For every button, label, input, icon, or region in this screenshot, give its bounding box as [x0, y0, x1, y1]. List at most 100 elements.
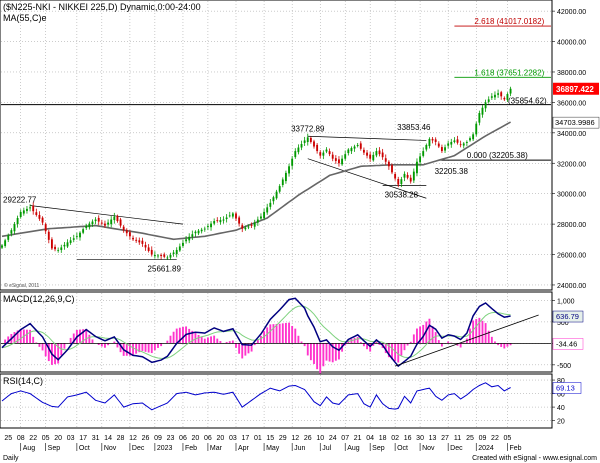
x-day-tick-label: 21 — [354, 435, 362, 442]
histogram-bar — [72, 333, 75, 344]
histogram-bar — [275, 323, 278, 344]
x-day-tick-label: 04 — [366, 435, 374, 442]
candle-body — [166, 257, 169, 259]
candle-body — [122, 226, 125, 231]
histogram-bar — [32, 336, 35, 344]
histogram-bar — [294, 328, 297, 344]
x-day-tick-label: 22 — [491, 435, 499, 442]
candle-body — [369, 154, 372, 159]
candle-body — [150, 249, 153, 255]
x-day-tick-label: 03 — [229, 435, 237, 442]
candle-body — [41, 217, 44, 223]
histogram-bar — [319, 343, 322, 374]
histogram-bar — [188, 328, 191, 344]
price-trendlines — [30, 135, 427, 261]
histogram-bar — [469, 328, 471, 344]
ma-label: MA(55,C)e — [3, 13, 47, 23]
candle-body — [469, 138, 471, 141]
histogram-bar — [297, 335, 300, 344]
candle-body — [350, 148, 353, 152]
x-month-tick-label: Aug — [347, 445, 360, 452]
x-day-tick-label: 15 — [266, 435, 274, 442]
price-panel: 2.618 (41017.0182) 1.618 (37651.2282) 0.00… — [0, 0, 600, 291]
histogram-bar — [141, 343, 144, 351]
chart-title: ($N225-NKI - NIKKEI 225,D) Dynamic,0:00-… — [3, 2, 201, 12]
histogram-bar — [462, 342, 465, 344]
candle-body — [79, 232, 81, 238]
rsi-y-axis: 80 60 40 20 69.13 — [552, 378, 582, 426]
price-annotations: 29222.77 25661.89 33772.89 33853.46 30538.28… — [3, 123, 469, 274]
candle-body — [225, 217, 228, 220]
candle-body — [75, 236, 78, 238]
histogram-bar — [216, 338, 219, 344]
candle-body — [222, 219, 225, 221]
histogram-bar — [13, 332, 16, 344]
candle-body — [431, 138, 434, 141]
histogram-bar — [194, 332, 197, 344]
candle-body — [144, 244, 147, 248]
candle-body — [250, 225, 253, 226]
histogram-bar — [284, 322, 287, 344]
candle-body — [191, 234, 194, 237]
histogram-bar — [113, 341, 116, 344]
x-day-tick-label: 23 — [167, 435, 175, 442]
candle-body — [487, 99, 490, 102]
candlesticks — [1, 86, 512, 260]
candle-body — [444, 147, 446, 151]
price-y-axis: 24000.00 26000.00 28000.00 30000.00 32000.00… — [552, 9, 600, 290]
x-month-tick-label: Mar — [210, 445, 223, 452]
histogram-bar — [128, 343, 131, 356]
candle-body — [185, 239, 188, 242]
candle-body — [506, 94, 509, 100]
histogram-bar — [182, 326, 184, 344]
y-tick-label: 42000.00 — [557, 9, 586, 16]
candle-body — [422, 151, 425, 156]
histogram-bar — [478, 317, 481, 344]
candle-body — [381, 152, 384, 158]
histogram-bar — [231, 340, 234, 344]
ma-value-label: 34703.9986 — [555, 118, 595, 127]
histogram-bar — [4, 339, 7, 344]
histogram-bar — [409, 341, 412, 344]
candle-body — [216, 219, 219, 221]
candle-body — [291, 158, 294, 166]
x-day-tick-label: 02 — [391, 435, 399, 442]
y-tick-label: 32000.00 — [557, 161, 586, 168]
histogram-bar — [213, 335, 216, 344]
trendline — [307, 135, 427, 141]
histogram-bar — [147, 343, 150, 353]
x-month-tick-label: Nov — [422, 445, 435, 452]
y-tick-label: 20 — [557, 419, 565, 426]
candle-body — [135, 239, 138, 241]
histogram-bar — [372, 343, 375, 346]
candle-body — [297, 147, 300, 153]
histogram-bar — [153, 343, 156, 351]
x-day-tick-label: 06 — [179, 435, 187, 442]
x-month-tick-label: Sep — [48, 445, 61, 452]
candle-body — [85, 225, 88, 229]
x-day-tick-label: 22 — [29, 435, 37, 442]
trendline — [30, 205, 184, 225]
esignal-credit: Created with eSignal - www.esignal.com — [472, 455, 597, 462]
price-plot-area — [0, 0, 553, 291]
price-annotation: 29222.77 — [3, 196, 37, 205]
candle-body — [347, 149, 350, 154]
x-day-tick-label: 05 — [42, 435, 50, 442]
x-month-tick-label: Nov — [104, 445, 117, 452]
candle-body — [434, 139, 437, 142]
candle-body — [125, 230, 128, 234]
candle-body — [188, 236, 191, 241]
histogram-bar — [506, 343, 509, 347]
candle-body — [163, 254, 166, 257]
x-day-tick-label: 11 — [454, 435, 461, 442]
candle-body — [1, 245, 3, 248]
x-day-tick-label: 10 — [316, 435, 324, 442]
candle-body — [269, 202, 272, 207]
candle-body — [231, 213, 234, 217]
y-tick-label: 1,000 — [557, 298, 575, 305]
candle-body — [138, 240, 141, 243]
candle-body — [228, 215, 231, 217]
candle-body — [394, 173, 397, 179]
